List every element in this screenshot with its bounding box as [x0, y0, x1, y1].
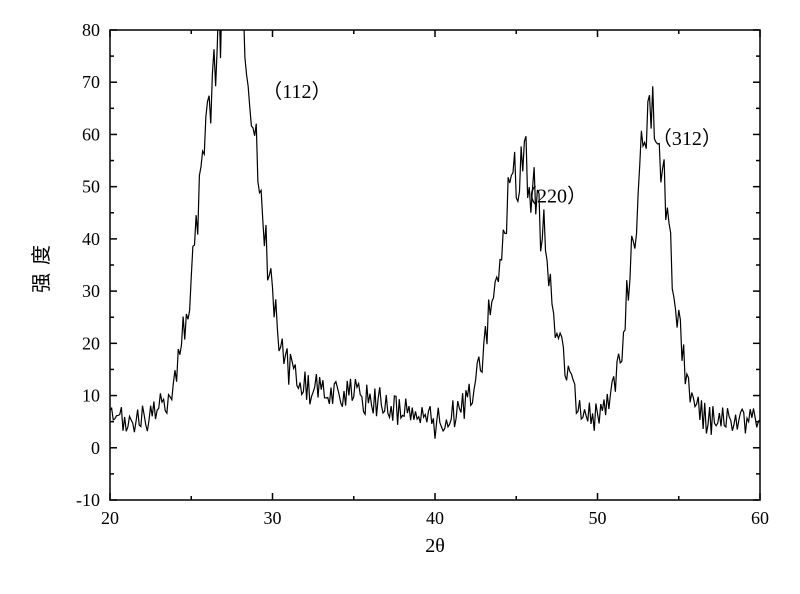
ytick-label: 50 — [82, 177, 100, 197]
ytick-label: 80 — [82, 20, 100, 40]
xtick-label: 40 — [426, 508, 444, 528]
xrd-trace — [110, 0, 760, 439]
xtick-label: 30 — [264, 508, 282, 528]
xtick-label: 50 — [589, 508, 607, 528]
xtick-label: 60 — [751, 508, 769, 528]
peak-label: （112） — [262, 80, 331, 103]
peak-label: （312） — [652, 127, 722, 150]
ytick-label: 10 — [82, 386, 100, 406]
xrd-chart: 20 30 40 50 60 -10 0 10 20 30 40 50 60 70 80 2θ 强度 （112） （… — [0, 0, 800, 594]
x-axis-label: 2θ — [425, 535, 445, 557]
ytick-label: 60 — [82, 124, 100, 144]
ytick-label: 30 — [82, 281, 100, 301]
xtick-label: 20 — [101, 508, 119, 528]
ytick-label: -10 — [76, 490, 100, 510]
y-axis-label: 强度 — [30, 237, 53, 293]
ytick-label: 70 — [82, 72, 100, 92]
ytick-label: 20 — [82, 333, 100, 353]
chart-svg: 20 30 40 50 60 -10 0 10 20 30 40 50 60 70 80 2θ 强度 （112） （… — [0, 0, 800, 594]
peak-label: （220） — [517, 184, 587, 207]
ytick-label: 40 — [82, 229, 100, 249]
ytick-label: 0 — [91, 438, 100, 458]
